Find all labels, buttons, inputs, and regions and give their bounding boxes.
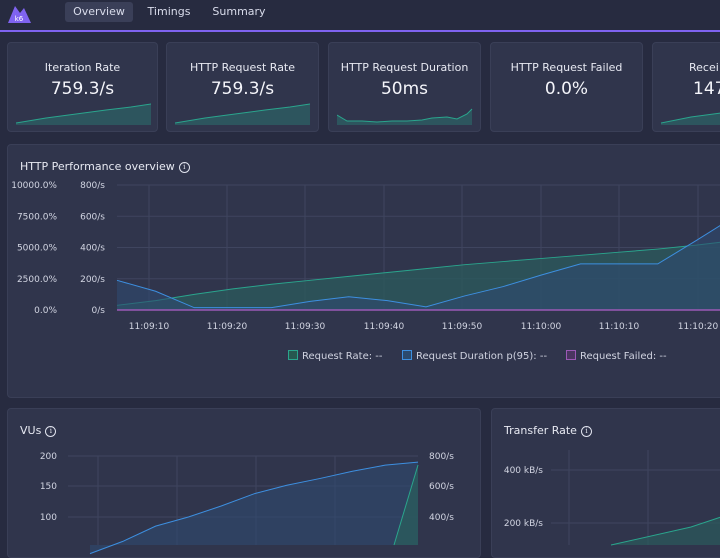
nav-accent-line	[0, 30, 720, 32]
x-tick-label: 11:09:20	[207, 322, 248, 332]
y-left-tick-label: 0.0%	[34, 306, 57, 316]
tab-summary[interactable]: Summary	[212, 5, 266, 18]
y-tick-label: 200 kB/s	[504, 519, 543, 529]
info-icon[interactable]: i	[580, 426, 592, 437]
info-icon[interactable]: i	[45, 426, 57, 437]
stat-card-http-request-failed: HTTP Request Failed 0.0%	[490, 42, 643, 132]
stat-value: 759.3/s	[50, 79, 115, 99]
sparkline	[175, 103, 311, 125]
y-left-tick-label: 10000.0%	[11, 181, 57, 191]
y-right-tick-label: 400/s	[429, 513, 454, 523]
stat-value: 0.0%	[544, 79, 589, 99]
x-tick-label: 11:09:40	[364, 322, 405, 332]
stat-title: Recei	[689, 61, 719, 74]
stat-title: HTTP Request Duration	[340, 61, 469, 74]
x-tick-label: 11:10:00	[521, 322, 562, 332]
stat-card-http-request-duration: HTTP Request Duration 50ms	[328, 42, 481, 132]
stat-card-iteration-rate: Iteration Rate 759.3/s	[7, 42, 158, 132]
x-tick-label: 11:10:20	[678, 322, 719, 332]
y-right-tick-label: 800/s	[80, 181, 105, 191]
legend-swatch	[566, 350, 576, 360]
y-tick-label: 400 kB/s	[504, 466, 543, 476]
sparkline	[337, 108, 473, 125]
series-line	[610, 516, 720, 546]
info-icon[interactable]: i	[178, 162, 190, 173]
series-line	[116, 241, 720, 306]
legend-request-rate[interactable]: Request Rate: --	[288, 350, 383, 362]
legend-request-failed[interactable]: Request Failed: --	[566, 350, 667, 362]
series-area	[90, 462, 418, 554]
x-tick-label: 11:09:50	[442, 322, 483, 332]
series-line	[116, 225, 720, 309]
y-left-tick-label: 150	[40, 482, 57, 492]
stat-value: 759.3/s	[210, 79, 275, 99]
y-left-tick-label: 2500.0%	[17, 275, 57, 285]
transfer-rate-chart: 200 kB/s 400 kB/s	[504, 450, 720, 546]
x-tick-label: 11:10:10	[599, 322, 640, 332]
y-left-tick-label: 100	[40, 513, 57, 523]
stat-card-received: Recei 147	[652, 42, 720, 132]
sparkline	[661, 112, 720, 125]
tab-timings[interactable]: Timings	[147, 5, 191, 18]
stat-title: Iteration Rate	[44, 61, 121, 74]
stat-card-http-request-rate: HTTP Request Rate 759.3/s	[166, 42, 319, 132]
legend-swatch	[402, 350, 412, 360]
stat-title: HTTP Request Rate	[189, 61, 296, 74]
series-area	[611, 517, 720, 545]
y-right-tick-label: 400/s	[80, 244, 105, 254]
y-left-tick-label: 7500.0%	[17, 212, 57, 222]
y-left-tick-label: 5000.0%	[17, 244, 57, 254]
series-line	[89, 461, 419, 555]
logo-text: k6	[15, 15, 24, 23]
legend-request-duration[interactable]: Request Duration p(95): --	[402, 350, 547, 362]
vus-chart: 200 150 100 800/s 600/s 400/s	[40, 452, 454, 555]
y-right-tick-label: 0/s	[92, 306, 106, 316]
http-performance-chart: 0.0% 0/s 2500.0% 200/s 5000.0% 400/s 7500.0% 60…	[11, 181, 720, 332]
stat-value: 50ms	[380, 79, 429, 99]
y-right-tick-label: 200/s	[80, 275, 105, 285]
panel-title: Transfer Rate i	[504, 424, 592, 437]
sparkline	[16, 103, 151, 125]
x-tick-label: 11:09:10	[129, 322, 170, 332]
panel-title: HTTP Performance overview i	[20, 160, 190, 173]
y-right-tick-label: 600/s	[429, 482, 454, 492]
series-area	[117, 225, 720, 310]
y-left-tick-label: 200	[40, 452, 57, 462]
y-right-tick-label: 600/s	[80, 212, 105, 222]
k6-logo[interactable]: k6	[6, 3, 32, 25]
stat-title: HTTP Request Failed	[510, 61, 623, 74]
x-tick-label: 11:09:30	[285, 322, 326, 332]
y-right-tick-label: 800/s	[429, 452, 454, 462]
series-line	[393, 464, 419, 546]
top-nav: k6 Overview Timings Summary	[0, 0, 720, 30]
legend-swatch	[288, 350, 298, 360]
panel-title: VUs i	[20, 424, 57, 437]
stat-value: 147	[693, 79, 720, 99]
tab-overview[interactable]: Overview	[65, 2, 133, 22]
